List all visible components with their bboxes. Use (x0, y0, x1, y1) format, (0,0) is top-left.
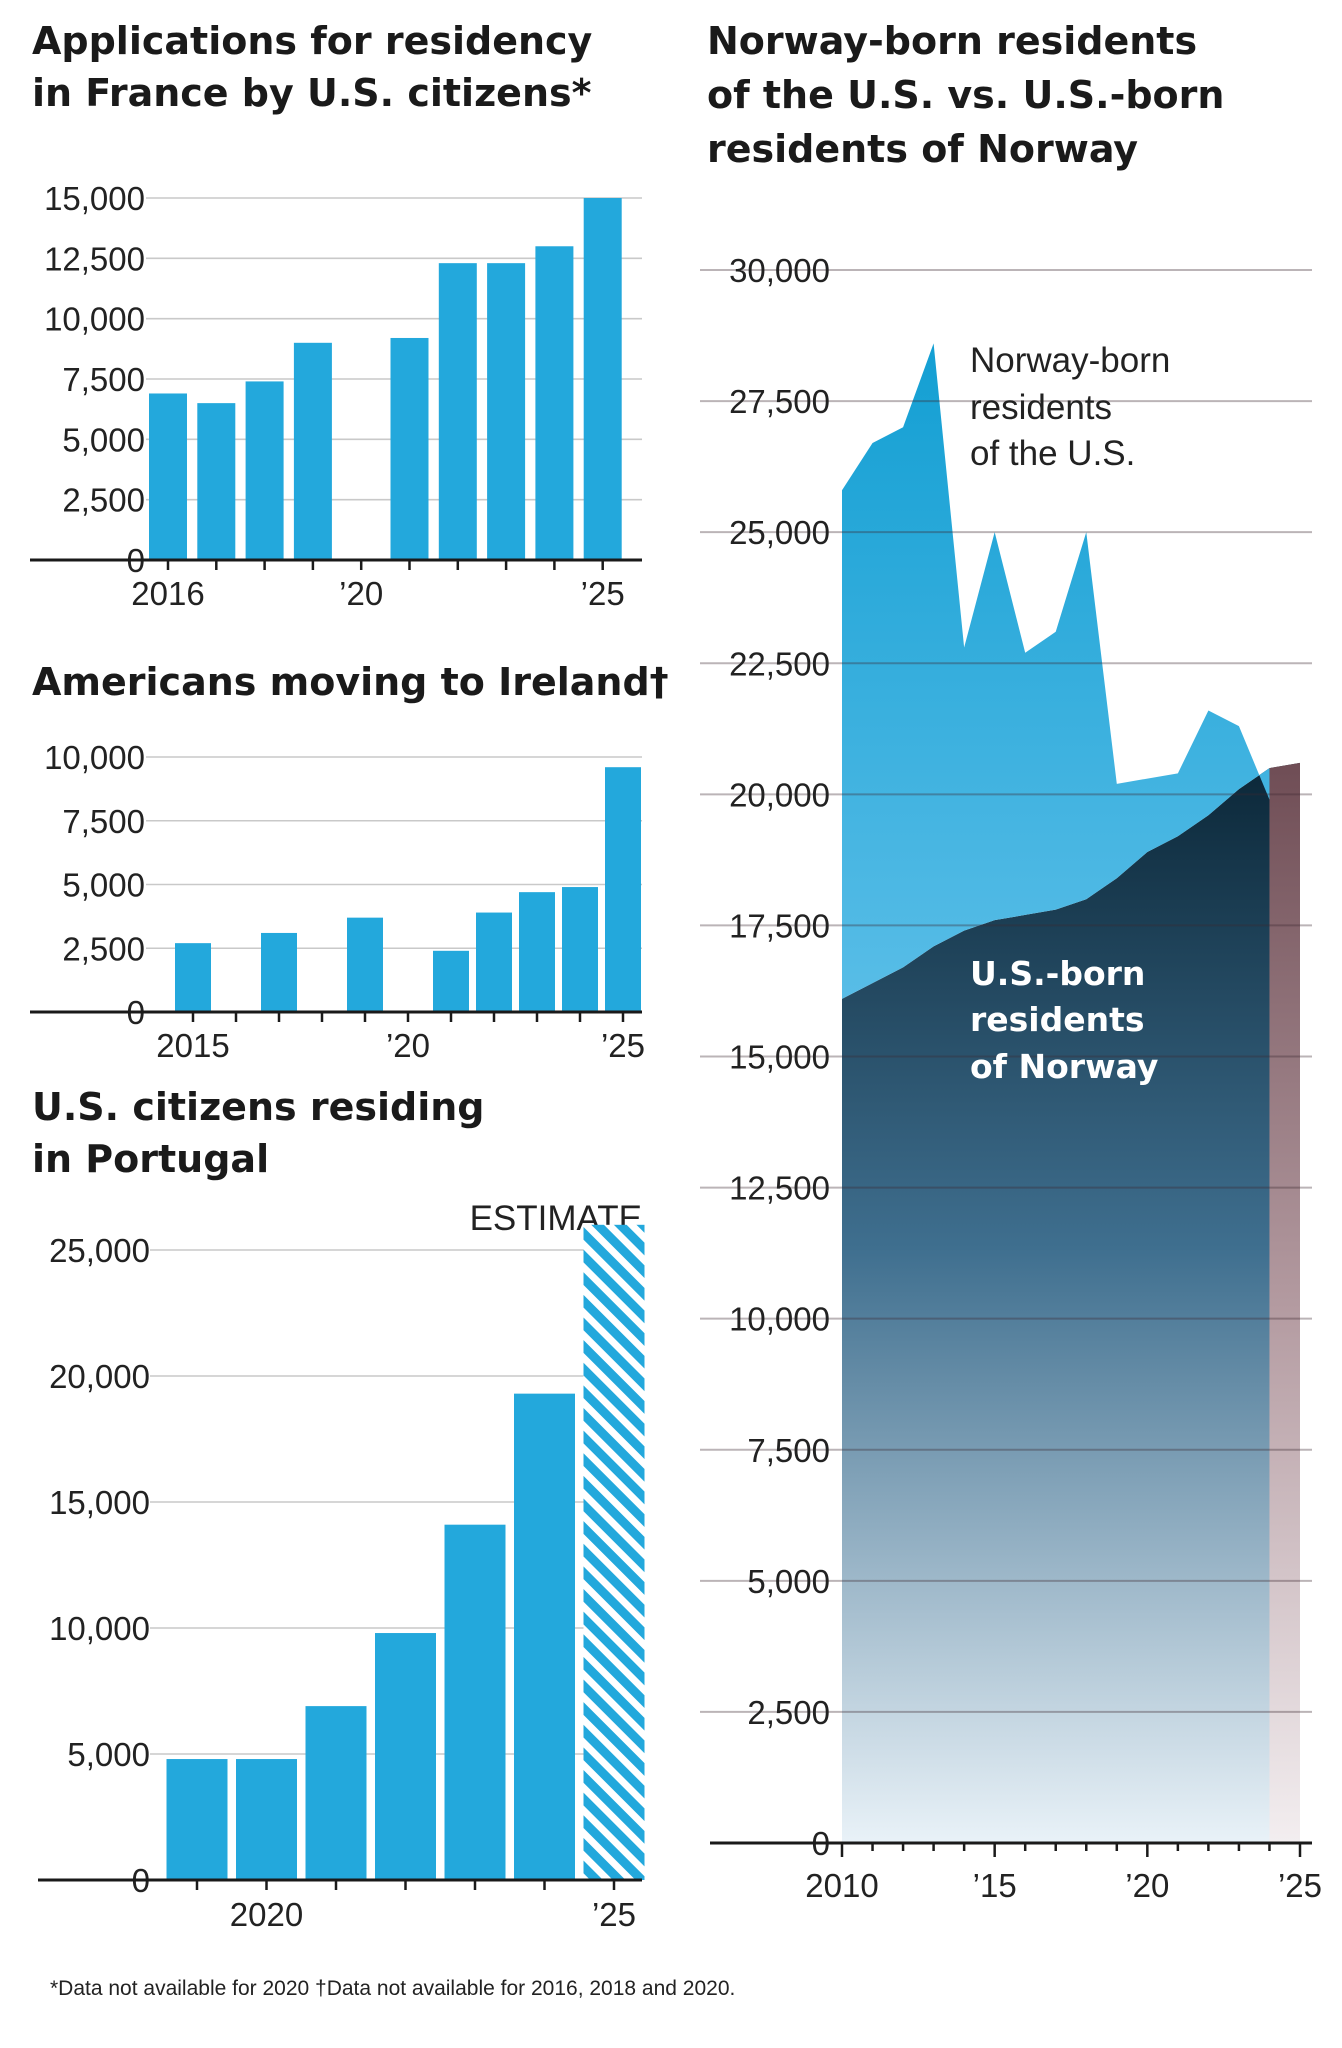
ireland-xtick-label: 2015 (156, 1027, 229, 1064)
france-xtick-label: ’20 (339, 575, 383, 612)
portugal-ytick-label: 20,000 (49, 1358, 150, 1395)
france-ytick-label: 10,000 (44, 301, 145, 338)
ireland-xtick-label: ’25 (601, 1027, 645, 1064)
ireland-bar-2019 (347, 917, 383, 1012)
france-xtick-label: ’25 (581, 575, 625, 612)
portugal-bar-2022 (375, 1633, 436, 1880)
norway-born-label-line-1: Norway-born (970, 341, 1170, 380)
france-chart: Applications for residency in France by … (30, 19, 642, 612)
norway-born-label-line-3: of the U.S. (970, 434, 1135, 473)
ireland-bar-2015 (175, 943, 211, 1012)
norway-xtick-label: ’20 (1125, 1867, 1169, 1904)
portugal-title-line-2: in Portugal (32, 1137, 269, 1181)
norway-title-line-1: Norway-born residents (707, 19, 1197, 63)
france-ytick-label: 2,500 (62, 482, 145, 519)
norway-xtick-label: ’25 (1278, 1867, 1322, 1904)
norway-plot: 02,5005,0007,50010,00012,50015,00017,500… (700, 252, 1322, 1904)
ireland-ytick-label: 7,500 (62, 803, 145, 840)
portugal-xtick-label: 2020 (230, 1896, 303, 1933)
ireland-bar-2021 (433, 950, 469, 1012)
france-ytick-label: 7,500 (62, 361, 145, 398)
france-bar-2016 (149, 393, 187, 560)
norway-born-label: Norway-born residents of the U.S. (970, 341, 1170, 473)
norway-ytick-label: 25,000 (729, 514, 830, 551)
norway-ytick-label: 17,500 (729, 907, 830, 944)
france-bar-2019 (293, 342, 332, 560)
norway-born-label-line-2: residents (970, 388, 1112, 427)
france-ytick-label: 12,500 (44, 240, 145, 277)
ireland-ytick-label: 5,000 (62, 867, 145, 904)
ireland-bar-2017 (261, 932, 297, 1012)
france-bar-2025 (583, 198, 622, 560)
france-bar-2023 (487, 263, 526, 560)
norway-xtick-label: 2010 (805, 1867, 878, 1904)
portugal-bar-2024 (514, 1393, 575, 1880)
portugal-bar-2021 (305, 1706, 367, 1880)
france-ytick-label: 5,000 (62, 421, 145, 458)
footnote: *Data not available for 2020 †Data not a… (50, 1977, 735, 2000)
norway-ytick-label: 2,500 (747, 1694, 830, 1731)
portugal-chart: U.S. citizens residing in Portugal ESTIM… (32, 1085, 645, 1933)
ireland-xtick-label: ’20 (386, 1027, 430, 1064)
us-born-label-line-2: residents (970, 1000, 1145, 1039)
ireland-bar-2024 (562, 887, 598, 1012)
portugal-ytick-label: 25,000 (49, 1232, 150, 1269)
ireland-chart: Americans moving to Ireland† 02,5005,000… (30, 660, 669, 1064)
ireland-bar-2025 (605, 767, 641, 1012)
norway-ytick-label: 30,000 (729, 252, 830, 289)
us-born-label-line-1: U.S.-born (970, 954, 1145, 993)
france-title-line-2: in France by U.S. citizens* (32, 71, 592, 115)
portugal-bar-2019 (166, 1759, 228, 1880)
france-bar-2022 (438, 263, 477, 560)
portugal-title-line-1: U.S. citizens residing (32, 1085, 485, 1129)
norway-title-line-3: residents of Norway (707, 127, 1138, 171)
portugal-bar-2020 (236, 1759, 297, 1880)
norway-ytick-label: 22,500 (729, 645, 830, 682)
portugal-bar-2025 (583, 1224, 645, 1880)
portugal-bar-2023 (444, 1524, 506, 1880)
portugal-xtick-label: ’25 (592, 1896, 636, 1933)
ireland-ytick-label: 10,000 (44, 739, 145, 776)
norway-ytick-label: 20,000 (729, 776, 830, 813)
norway-chart: Norway-born residents of the U.S. vs. U.… (700, 19, 1322, 1904)
ireland-bar-2022 (476, 912, 512, 1012)
us-born-label: U.S.-born residents of Norway (970, 954, 1158, 1086)
france-ytick-label: 15,000 (44, 180, 145, 217)
us-born-area (842, 762, 1300, 1844)
us-born-area-tail (1269, 762, 1300, 1844)
portugal-ytick-label: 10,000 (49, 1610, 150, 1647)
norway-ytick-label: 7,500 (747, 1432, 830, 1469)
norway-ytick-label: 12,500 (729, 1170, 830, 1207)
france-bar-2017 (197, 403, 236, 560)
france-bar-2021 (390, 337, 429, 560)
norway-ytick-label: 27,500 (729, 383, 830, 420)
france-xtick-label: 2016 (131, 575, 204, 612)
norway-title-line-2: of the U.S. vs. U.S.-born (707, 73, 1224, 117)
france-bar-2018 (245, 381, 284, 560)
norway-ytick-label: 5,000 (747, 1563, 830, 1600)
france-plot: 02,5005,0007,50010,00012,50015,0002016’2… (30, 180, 642, 612)
portugal-ytick-label: 15,000 (49, 1484, 150, 1521)
norway-xtick-label: ’15 (973, 1867, 1017, 1904)
france-title-line-1: Applications for residency (32, 19, 593, 63)
france-bar-2024 (535, 246, 574, 560)
norway-ytick-label: 10,000 (729, 1301, 830, 1338)
us-born-label-line-3: of Norway (970, 1047, 1158, 1086)
ireland-bar-2023 (519, 892, 555, 1012)
portugal-ytick-label: 5,000 (67, 1736, 150, 1773)
ireland-ytick-label: 2,500 (62, 930, 145, 967)
norway-born-area (842, 343, 1270, 999)
norway-ytick-label: 15,000 (729, 1039, 830, 1076)
ireland-title: Americans moving to Ireland† (32, 660, 669, 704)
